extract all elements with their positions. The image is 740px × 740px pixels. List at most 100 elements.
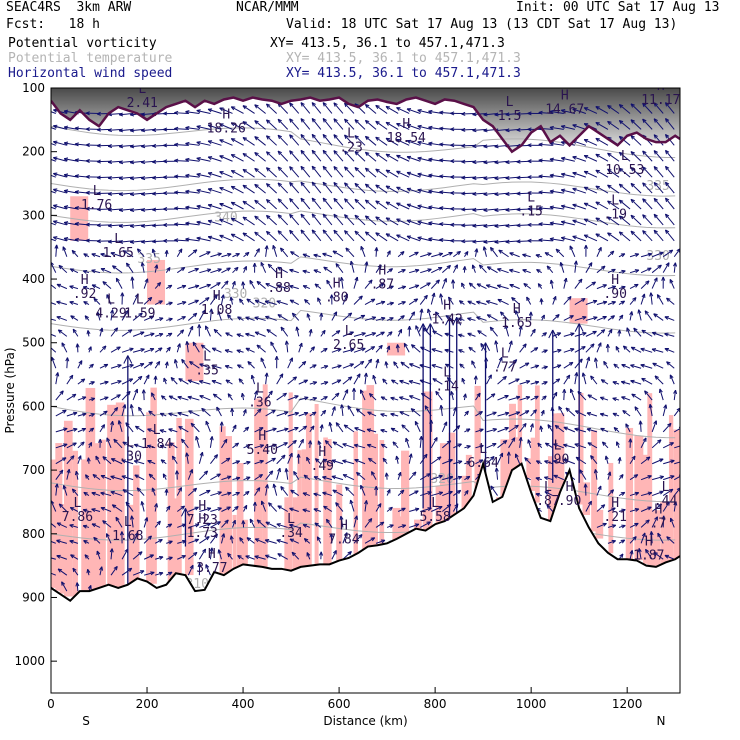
wind-arrow: [486, 266, 498, 274]
wind-arrow: [242, 105, 255, 114]
wind-arrow: [486, 443, 497, 449]
wind-arrow: [197, 324, 202, 337]
wind-arrow: [530, 347, 539, 353]
wind-arrow: [300, 181, 311, 194]
pv-column: [314, 404, 319, 566]
low-marker: L: [287, 512, 295, 527]
wind-arrow: [277, 230, 289, 242]
wind-arrow: [75, 582, 80, 592]
wind-arrow: [132, 363, 145, 369]
wind-arrow: [661, 276, 666, 289]
wind-arrow: [633, 327, 642, 337]
wind-arrow: [245, 347, 255, 353]
wind-arrow: [441, 421, 448, 433]
pv-column: [120, 429, 125, 588]
wind-arrow: [629, 283, 639, 290]
wind-arrow: [453, 460, 463, 465]
wind-arrow: [77, 427, 87, 433]
wind-arrow: [595, 201, 609, 210]
wind-arrow: [195, 435, 200, 448]
wind-arrow: [664, 197, 675, 210]
tropopause-contour: [51, 96, 680, 154]
wind-arrow: [483, 208, 498, 213]
wind-arrow: [607, 120, 620, 130]
wind-arrow: [396, 138, 410, 146]
pv-column: [513, 437, 521, 470]
wind-arrow: [552, 364, 562, 369]
terrain-profile: [51, 459, 680, 602]
wind-arrow: [640, 363, 653, 369]
wind-arrow: [166, 556, 173, 561]
wind-arrow: [254, 199, 266, 210]
wind-arrow: [538, 238, 553, 243]
wind-arrow: [133, 459, 145, 465]
wind-arrow: [136, 487, 145, 496]
wind-arrow: [642, 214, 653, 226]
wind-arrow: [353, 373, 361, 385]
wind-arrow: [187, 469, 193, 480]
extremum-value: 1.73: [187, 526, 218, 541]
wind-arrow: [629, 536, 637, 544]
wind-arrow: [375, 152, 388, 162]
wind-arrow: [374, 486, 379, 496]
wind-arrow: [333, 134, 344, 146]
wind-arrow: [527, 206, 542, 211]
pv-column: [353, 431, 358, 556]
wind-arrow: [642, 102, 653, 114]
wind-arrow: [107, 239, 123, 244]
wind-arrow: [385, 121, 399, 130]
wind-arrow: [461, 377, 466, 385]
wind-arrow: [166, 301, 173, 306]
wind-arrow: [621, 364, 631, 369]
wind-arrow: [353, 443, 366, 449]
wind-arrow: [217, 310, 222, 321]
wind-arrow: [204, 325, 211, 337]
wind-arrow: [110, 475, 123, 481]
wind-arrow: [236, 333, 244, 338]
wind-arrow: [417, 188, 432, 194]
wind-arrow: [397, 328, 403, 337]
wind-arrow: [607, 104, 620, 114]
pv-column: [176, 417, 182, 574]
wind-arrow: [111, 504, 123, 512]
wind-arrow: [221, 252, 232, 258]
wind-arrow: [618, 167, 631, 178]
wind-arrow: [225, 332, 233, 337]
wind-arrow: [174, 126, 189, 131]
wind-arrow: [331, 364, 342, 369]
wind-arrow: [483, 223, 498, 228]
wind-arrow: [190, 422, 200, 433]
wind-arrow: [486, 374, 492, 385]
wind-arrow: [572, 203, 587, 210]
wind-arrow: [63, 221, 78, 226]
wind-arrow: [185, 141, 200, 146]
wind-arrow: [409, 395, 421, 401]
wind-arrow: [642, 150, 653, 162]
wind-arrow: [320, 396, 328, 401]
wind-arrow: [630, 103, 642, 114]
wind-arrow: [375, 216, 388, 226]
wind-arrow: [143, 347, 155, 353]
wind-arrow: [468, 346, 476, 353]
wind-arrow: [560, 204, 575, 210]
wind-arrow: [354, 198, 366, 210]
wind-arrow: [509, 268, 520, 274]
wind-arrow: [560, 220, 575, 226]
wind-arrow: [486, 314, 498, 321]
wind-arrow: [398, 524, 407, 529]
x-tick-label: 200: [136, 697, 159, 711]
wind-arrow: [219, 234, 233, 242]
wind-arrow: [630, 379, 642, 385]
wind-arrow: [541, 314, 545, 321]
wind-arrow: [91, 508, 101, 513]
wind-arrow: [177, 555, 186, 560]
wind-arrow: [630, 119, 642, 130]
wind-arrow: [563, 361, 574, 369]
wind-arrow: [508, 359, 518, 369]
pv-column: [591, 430, 598, 532]
pv-column: [500, 439, 510, 498]
wind-arrow: [302, 253, 310, 258]
wind-arrow: [63, 141, 78, 146]
wind-arrow: [118, 192, 134, 197]
wind-arrow: [187, 487, 198, 496]
